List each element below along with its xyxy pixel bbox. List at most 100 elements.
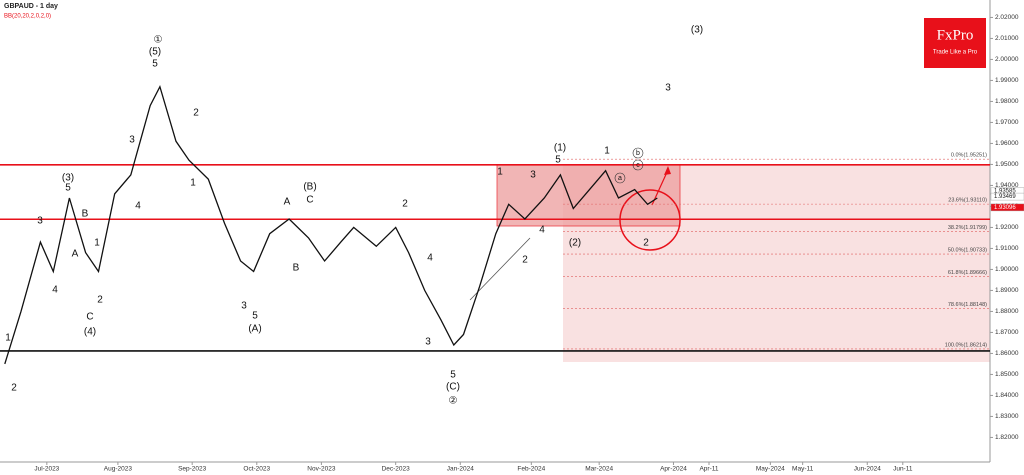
wave-label: 3	[530, 170, 536, 181]
wave-label: 3	[241, 301, 247, 312]
y-tick-label: 1.98000	[995, 98, 1019, 105]
wave-label: C	[306, 195, 313, 206]
x-tick-label: Jun-11	[893, 466, 913, 473]
indicator-label: BB(20,20,2,0,2,0)	[4, 14, 51, 20]
wave-label: 3	[129, 135, 135, 146]
fib-label: 23.6%(1.93110)	[948, 198, 987, 204]
wave-label: B	[82, 209, 89, 220]
wave-label: 1	[604, 146, 610, 157]
x-tick-label: May-2024	[756, 466, 785, 473]
y-tick-label: 1.97000	[995, 119, 1019, 126]
trend-line	[469, 237, 531, 301]
x-tick-label: Dec-2023	[382, 466, 411, 473]
range-box	[496, 164, 681, 227]
wave-label: A	[284, 197, 291, 208]
wave-label: 5	[252, 311, 258, 322]
wave-label: 2	[643, 238, 649, 249]
wave-label: (4)	[84, 327, 96, 338]
x-tick-label: Aug-2023	[104, 466, 133, 473]
fib-label: 0.0%(1.95251)	[951, 153, 987, 159]
wave-label: A	[72, 249, 79, 260]
wave-label: ②	[449, 396, 458, 407]
logo-box	[924, 18, 986, 68]
y-tick-label: 1.99000	[995, 77, 1019, 84]
wave-label: 4	[539, 225, 545, 236]
wave-label: 2	[11, 383, 17, 394]
wave-label: ①	[154, 35, 163, 46]
y-tick-label: 1.82000	[995, 434, 1019, 441]
logo-name: FxPro	[937, 27, 974, 43]
arrow-head	[664, 166, 671, 175]
wave-label: 1	[497, 167, 503, 178]
y-tick-label: 1.92000	[995, 224, 1019, 231]
y-tick-label: 1.96000	[995, 140, 1019, 147]
wave-label: 3	[37, 216, 43, 227]
x-tick-label: Oct-2023	[243, 466, 270, 473]
y-tick-label: 1.94000	[995, 182, 1019, 189]
x-tick-label: Apr-11	[699, 466, 718, 473]
wave-label: 5	[152, 59, 158, 70]
wave-circle	[632, 147, 644, 159]
x-tick-label: Nov-2023	[307, 466, 336, 473]
y-tick-label: 1.85000	[995, 371, 1019, 378]
wave-label: 5	[65, 183, 71, 194]
wave-circle	[632, 159, 644, 171]
logo-tagline: Trade Like a Pro	[933, 50, 978, 56]
wave-label: 5	[450, 370, 456, 381]
y-tick-label: 1.91000	[995, 245, 1019, 252]
x-tick-label: Sep-2023	[178, 466, 207, 473]
wave-label: 1	[94, 238, 100, 249]
wave-label: 4	[427, 253, 433, 264]
y-tick-label: 1.89000	[995, 287, 1019, 294]
x-tick-label: Apr-2024	[660, 466, 687, 473]
wave-label: c	[636, 162, 640, 169]
wave-label: (A)	[248, 324, 261, 335]
price-tag-label: 1.93585	[994, 189, 1016, 195]
wave-label: b	[636, 150, 640, 157]
wave-label: 2	[402, 199, 408, 210]
y-tick-label: 2.01000	[995, 35, 1019, 42]
y-tick-label: 1.95000	[995, 161, 1019, 168]
price-tag	[990, 203, 1024, 212]
y-tick-label: 1.90000	[995, 266, 1019, 273]
wave-circle	[614, 172, 626, 184]
price-tag-label: 1.93469	[994, 194, 1016, 200]
wave-label: 2	[522, 255, 528, 266]
y-tick-label: 1.83000	[995, 413, 1019, 420]
y-tick-label: 1.84000	[995, 392, 1019, 399]
price-tag	[990, 192, 1024, 201]
x-tick-label: Jul-2023	[34, 466, 59, 473]
fib-label: 38.2%(1.91799)	[948, 225, 987, 231]
wave-label: 2	[97, 295, 103, 306]
wave-label: (C)	[446, 382, 460, 393]
x-tick-label: Jun-2024	[854, 466, 881, 473]
y-tick-label: 1.86000	[995, 350, 1019, 357]
wave-label: (5)	[149, 47, 161, 58]
y-tick-label: 1.87000	[995, 329, 1019, 336]
wave-label: 5	[555, 155, 561, 166]
fib-label: 61.8%(1.89666)	[948, 270, 987, 276]
chart-title: GBPAUD - 1 day	[4, 3, 58, 10]
wave-label: (B)	[303, 182, 316, 193]
y-tick-label: 2.00000	[995, 56, 1019, 63]
x-tick-label: May-11	[792, 466, 814, 473]
wave-label: (2)	[569, 238, 581, 249]
wave-label: 3	[425, 337, 431, 348]
wave-label: (3)	[62, 173, 74, 184]
y-tick-label: 2.02000	[995, 14, 1019, 21]
wave-label: a	[618, 175, 622, 182]
wave-label: C	[86, 312, 93, 323]
wave-label: 3	[665, 83, 671, 94]
y-tick-label: 1.88000	[995, 308, 1019, 315]
price-line	[4, 84, 658, 365]
x-tick-label: Mar-2024	[585, 466, 613, 473]
wave-label: (1)	[554, 143, 566, 154]
fib-label: 78.6%(1.88148)	[948, 302, 987, 308]
wave-label: 4	[52, 285, 58, 296]
wave-label: 2	[193, 108, 199, 119]
wave-label: 1	[190, 178, 196, 189]
fib-label: 50.0%(1.90733)	[948, 247, 987, 253]
x-tick-label: Jan-2024	[447, 466, 474, 473]
wave-label: 1	[5, 333, 11, 344]
